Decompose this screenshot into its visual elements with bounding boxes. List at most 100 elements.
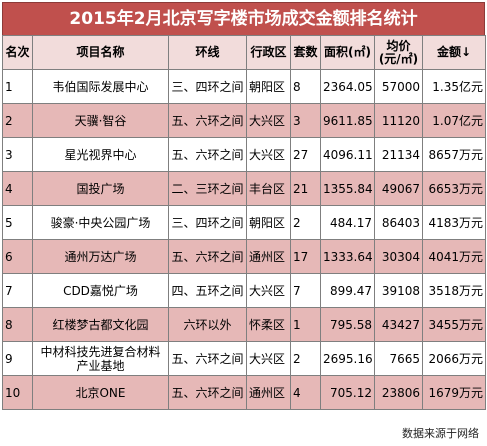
cell-area: 9611.85: [320, 103, 375, 138]
cell-area: 1355.84: [320, 171, 375, 206]
cell-rank: 1: [2, 69, 33, 104]
cell-district: 朝阳区: [246, 205, 291, 240]
cell-district: 大兴区: [246, 103, 291, 138]
cell-rank: 2: [2, 103, 33, 138]
cell-rank: 8: [2, 307, 33, 342]
cell-price: 30304: [374, 239, 423, 274]
cell-price: 39108: [374, 273, 423, 308]
cell-units: 8: [290, 69, 321, 104]
table-row: 9 中材科技先进复合材料产业基地 五、六环之间 大兴区 2 2695.16 7665 2066…: [2, 341, 486, 376]
cell-district: 通州区: [246, 375, 291, 410]
cell-area: 705.12: [320, 375, 375, 410]
table-row: 7 CDD嘉悦广场 四、五环之间 大兴区 7 899.47 39108 3518万元: [2, 273, 486, 308]
cell-rank: 3: [2, 137, 33, 172]
header-project: 项目名称: [32, 35, 169, 70]
header-amount: 金额↓: [422, 35, 486, 70]
data-source-note: 数据来源于网络: [402, 427, 479, 440]
cell-rank: 6: [2, 239, 33, 274]
table-row: 3 星光视界中心 五、六环之间 大兴区 27 4096.11 21134 8657万元: [2, 137, 486, 172]
cell-project: 中材科技先进复合材料产业基地: [32, 341, 169, 376]
table-row: 4 国投广场 二、三环之间 丰台区 21 1355.84 49067 6653万元: [2, 171, 486, 206]
cell-price: 21134: [374, 137, 423, 172]
cell-price: 49067: [374, 171, 423, 206]
cell-district: 大兴区: [246, 341, 291, 376]
header-row: 名次 项目名称 环线 行政区 套数 面积(㎡) 均价 (元/㎡) 金额↓: [2, 35, 486, 70]
header-price: 均价 (元/㎡): [374, 35, 423, 70]
ranking-table: 名次 项目名称 环线 行政区 套数 面积(㎡) 均价 (元/㎡) 金额↓ 1 韦伯国…: [2, 35, 486, 410]
cell-price: 7665: [374, 341, 423, 376]
cell-units: 4: [290, 375, 321, 410]
cell-price: 86403: [374, 205, 423, 240]
cell-amount: 1.07亿元: [422, 103, 486, 138]
cell-amount: 1.35亿元: [422, 69, 486, 104]
cell-units: 21: [290, 171, 321, 206]
cell-district: 大兴区: [246, 273, 291, 308]
cell-units: 27: [290, 137, 321, 172]
cell-rank: 9: [2, 341, 33, 376]
cell-amount: 4041万元: [422, 239, 486, 274]
cell-ring: 三、四环之间: [168, 69, 247, 104]
cell-district: 丰台区: [246, 171, 291, 206]
header-area: 面积(㎡): [320, 35, 375, 70]
cell-price: 43427: [374, 307, 423, 342]
cell-amount: 1679万元: [422, 375, 486, 410]
cell-price: 23806: [374, 375, 423, 410]
cell-price: 11120: [374, 103, 423, 138]
cell-units: 2: [290, 205, 321, 240]
cell-amount: 4183万元: [422, 205, 486, 240]
cell-project: 骏豪·中央公园广场: [32, 205, 169, 240]
cell-rank: 10: [2, 375, 33, 410]
table-row: 6 通州万达广场 五、六环之间 通州区 17 1333.64 30304 4041万元: [2, 239, 486, 274]
cell-ring: 四、五环之间: [168, 273, 247, 308]
cell-ring: 五、六环之间: [168, 137, 247, 172]
cell-ring: 五、六环之间: [168, 341, 247, 376]
header-rank: 名次: [2, 35, 33, 70]
header-ring: 环线: [168, 35, 247, 70]
cell-price: 57000: [374, 69, 423, 104]
cell-units: 3: [290, 103, 321, 138]
cell-area: 484.17: [320, 205, 375, 240]
table-row: 8 红楼梦古都文化园 六环以外 怀柔区 1 795.58 43427 3455万元: [2, 307, 486, 342]
cell-project: 北京ONE: [32, 375, 169, 410]
cell-project: 国投广场: [32, 171, 169, 206]
cell-amount: 8657万元: [422, 137, 486, 172]
cell-project: 星光视界中心: [32, 137, 169, 172]
cell-district: 怀柔区: [246, 307, 291, 342]
table-title: 2015年2月北京写字楼市场成交金额排名统计: [2, 2, 485, 36]
cell-ring: 二、三环之间: [168, 171, 247, 206]
cell-amount: 3455万元: [422, 307, 486, 342]
cell-ring: 六环以外: [168, 307, 247, 342]
header-district: 行政区: [246, 35, 291, 70]
table-row: 1 韦伯国际发展中心 三、四环之间 朝阳区 8 2364.05 57000 1.35亿元: [2, 69, 486, 104]
header-price-line2: (元/㎡): [378, 51, 419, 66]
cell-ring: 五、六环之间: [168, 103, 247, 138]
table-row: 5 骏豪·中央公园广场 三、四环之间 朝阳区 2 484.17 86403 4183万元: [2, 205, 486, 240]
cell-area: 2695.16: [320, 341, 375, 376]
header-units: 套数: [290, 35, 321, 70]
cell-ring: 三、四环之间: [168, 205, 247, 240]
cell-district: 通州区: [246, 239, 291, 274]
cell-project: 通州万达广场: [32, 239, 169, 274]
cell-district: 大兴区: [246, 137, 291, 172]
cell-units: 1: [290, 307, 321, 342]
cell-units: 17: [290, 239, 321, 274]
cell-units: 2: [290, 341, 321, 376]
cell-area: 1333.64: [320, 239, 375, 274]
table-row: 2 天骥·智谷 五、六环之间 大兴区 3 9611.85 11120 1.07亿元: [2, 103, 486, 138]
cell-ring: 五、六环之间: [168, 375, 247, 410]
cell-project: 天骥·智谷: [32, 103, 169, 138]
cell-ring: 五、六环之间: [168, 239, 247, 274]
cell-project: 韦伯国际发展中心: [32, 69, 169, 104]
cell-district: 朝阳区: [246, 69, 291, 104]
cell-area: 4096.11: [320, 137, 375, 172]
cell-area: 795.58: [320, 307, 375, 342]
cell-rank: 5: [2, 205, 33, 240]
cell-units: 7: [290, 273, 321, 308]
cell-area: 899.47: [320, 273, 375, 308]
cell-amount: 2066万元: [422, 341, 486, 376]
cell-rank: 7: [2, 273, 33, 308]
table-row: 10 北京ONE 五、六环之间 通州区 4 705.12 23806 1679万元: [2, 375, 486, 410]
cell-rank: 4: [2, 171, 33, 206]
cell-amount: 3518万元: [422, 273, 486, 308]
